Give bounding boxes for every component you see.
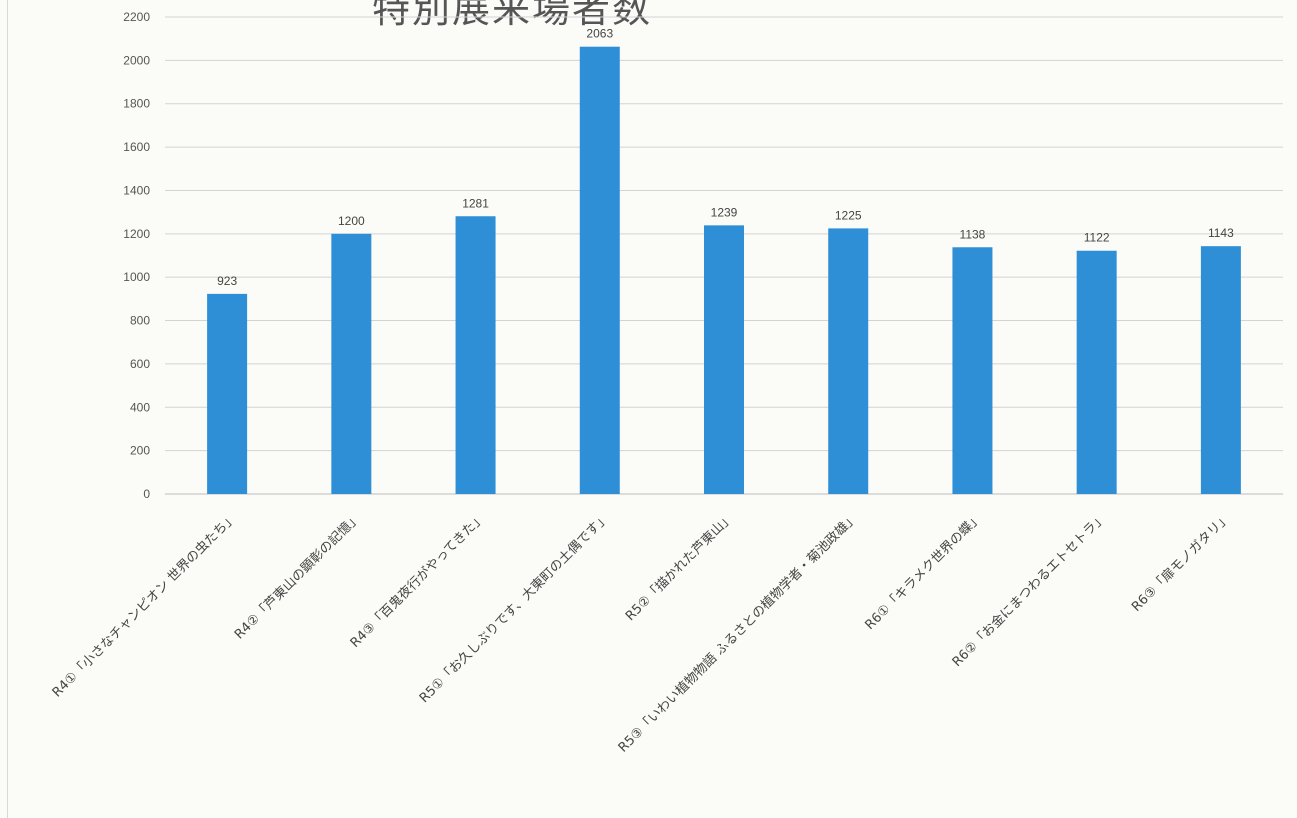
- y-tick-label: 2200: [123, 10, 150, 24]
- chart-title: 特別展来場者数: [372, 0, 653, 31]
- x-tick-label: R5②「描かれた芦東山」: [622, 510, 737, 625]
- y-tick-label: 1800: [123, 97, 150, 111]
- data-labels: 923 1200 1281 2063 1239 1225 1138 1122 1143: [217, 27, 1234, 288]
- y-tick-label: 1200: [123, 227, 150, 241]
- x-tick-label: R4②「芦東山の顕彰の記憶」: [231, 510, 364, 643]
- x-tick-label: R5③「いわい植物物語 ふるさとの植物学者・菊池政雄」: [615, 510, 861, 756]
- data-label: 1200: [338, 214, 365, 228]
- x-tick-label: R4①「小さなチャンピオン 世界の虫たち」: [50, 510, 240, 700]
- bar: [828, 228, 869, 495]
- bar: [455, 216, 496, 494]
- y-tick-label: 800: [130, 314, 150, 328]
- bar: [331, 233, 372, 494]
- y-tick-label: 0: [143, 487, 150, 501]
- bar: [579, 46, 620, 494]
- bar: [704, 225, 744, 494]
- y-tick-label: 1600: [123, 140, 150, 154]
- y-axis-ticks: 0 200 400 600 800 1000 1200 1400 1600 1800 2000 220…: [123, 10, 150, 501]
- data-label: 1143: [1208, 226, 1234, 240]
- x-axis-labels: R4①「小さなチャンピオン 世界の虫たち」R4②「芦東山の顕彰の記憶」R4③「百…: [50, 510, 1234, 756]
- x-tick-label: R4③「百鬼夜行がやってきた」: [347, 510, 488, 651]
- y-tick-label: 200: [130, 444, 150, 458]
- bar: [952, 247, 993, 494]
- data-label: 1239: [711, 205, 738, 219]
- bar: [1076, 250, 1117, 494]
- bars: [207, 46, 1241, 495]
- page-edge: [7, 0, 8, 818]
- x-tick-label: R6③「扉モノガタリ」: [1128, 510, 1233, 615]
- data-label: 923: [217, 274, 237, 288]
- y-tick-label: 400: [130, 400, 150, 414]
- y-tick-label: 1400: [123, 183, 150, 197]
- x-tick-label: R6②「お金にまつわるエトセトラ」: [949, 510, 1109, 670]
- bar: [1200, 246, 1241, 494]
- data-label: 1281: [462, 196, 489, 210]
- x-tick-label: R5①「お久しぶりです、大東町の土偶です」: [416, 510, 613, 707]
- data-label: 1138: [960, 227, 986, 241]
- x-tick-label: R6①「キラメク世界の蝶」: [863, 510, 986, 633]
- data-label: 1122: [1084, 231, 1110, 245]
- y-tick-label: 1000: [123, 270, 150, 284]
- data-label: 2063: [586, 27, 613, 41]
- data-label: 1225: [835, 208, 862, 222]
- y-tick-label: 600: [130, 357, 150, 371]
- bar: [207, 293, 248, 494]
- y-tick-label: 2000: [123, 53, 150, 67]
